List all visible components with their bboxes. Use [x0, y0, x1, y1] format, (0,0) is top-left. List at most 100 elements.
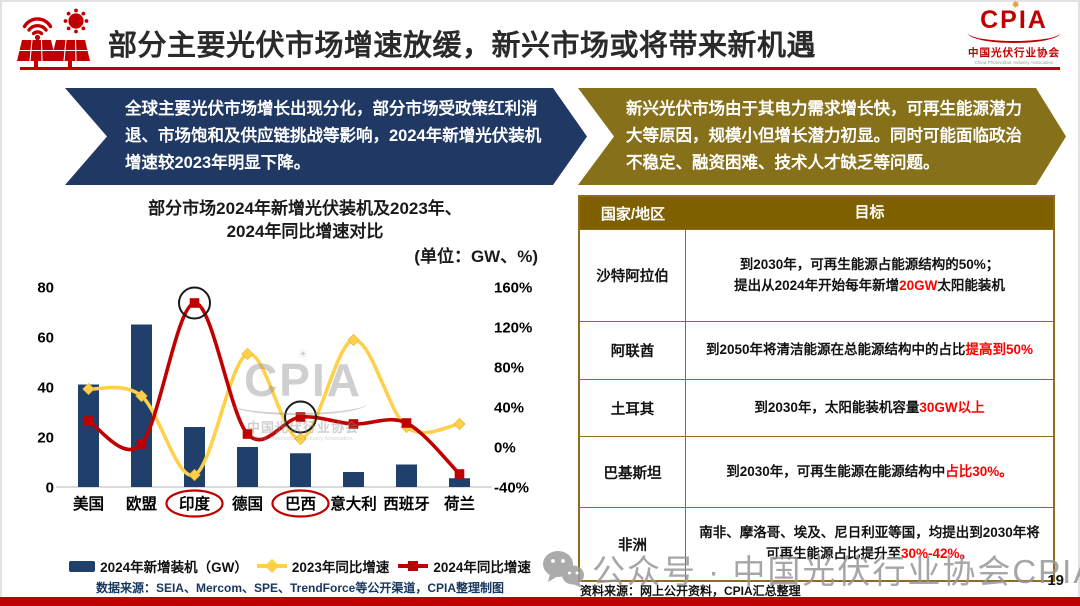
table-header-row: 国家/地区 目标 [580, 197, 1053, 229]
bar-德国 [237, 447, 258, 487]
point-square-意大利 [348, 419, 359, 429]
annotation-circle-巴西 [284, 400, 317, 434]
callout-right-text: 新兴光伏市场由于其电力需求增长快，可再生能源潜力大等原因，规模小但增长潜力初显。… [626, 100, 1022, 172]
logo-arc [968, 33, 1060, 43]
pv-installations-growth-chart: 0 20 40 60 80 -40% 0% 40% 80% 120% 160% 美国 欧盟 印度 德国 巴西意… [37, 280, 532, 518]
point-diamond-美国 [82, 382, 95, 396]
point-diamond-意大利 [347, 333, 360, 347]
title-underline [20, 67, 1060, 70]
country-cell: 土耳其 [580, 380, 686, 436]
line-2023年同比增速 [86, 338, 462, 477]
legend-label: 2024年同比增速 [433, 560, 531, 575]
point-square-印度 [189, 298, 200, 308]
point-diamond-欧盟 [135, 389, 148, 403]
x-label-美国: 美国 [73, 494, 104, 513]
right-axis-tick: 160% [494, 280, 532, 297]
page-number: 19 [1047, 572, 1064, 589]
logo-sunburst-icon: ✹ [1011, 0, 1022, 11]
left-axis-tick: 60 [37, 330, 54, 347]
goal-cell: 到2030年，可再生能源在能源结构中占比30%。 [726, 463, 1013, 479]
bar-荷兰 [449, 478, 470, 487]
table-row: 巴基斯坦 到2030年，可再生能源在能源结构中占比30%。 [580, 436, 1053, 507]
point-square-西班牙 [401, 418, 412, 428]
country-cell: 巴基斯坦 [580, 437, 686, 507]
right-axis-tick: 120% [494, 320, 532, 337]
bar-巴西 [290, 453, 311, 487]
logo-org-name-en: China Photovoltaic Industry Association [974, 60, 1054, 66]
point-square-荷兰 [454, 469, 465, 479]
goal-cell: 到2030年，可再生能源占能源结构的50%； 提出从2024年开始每年新增20GW… [734, 256, 1005, 293]
right-axis-tick: 80% [494, 360, 524, 377]
bar-美国 [78, 384, 99, 487]
point-square-德国 [242, 429, 253, 439]
bottom-red-bar [0, 597, 1080, 606]
chart-source-note: 数据来源：SEIA、Mercom、SPE、TrendForce等公开渠道，CPI… [95, 581, 505, 595]
goal-cell: 到2050年将清洁能源在总能源结构中的占比提高到50% [705, 342, 1034, 358]
goal-highlight: 20GW [899, 277, 938, 293]
goal-highlight: 提高到50% [965, 342, 1034, 358]
legend-swatch-bar [69, 560, 96, 572]
left-axis-tick: 80 [37, 280, 54, 297]
goal-cell: 到2030年，太阳能装机容量30GW以上 [754, 399, 985, 415]
country-targets-table: 国家/地区 目标沙特阿拉伯 到2030年，可再生能源占能源结构的50%； 提出从202… [578, 195, 1055, 582]
header-cell-goal: 目标 [854, 204, 885, 222]
table-row: 沙特阿拉伯 到2030年，可再生能源占能源结构的50%； 提出从2024年开始每年新… [580, 229, 1053, 321]
legend-item: 2024年新增装机（GW） [69, 556, 248, 576]
x-label-西班牙: 西班牙 [383, 494, 430, 513]
point-square-美国 [83, 416, 94, 426]
callout-emerging-markets: 新兴光伏市场由于其电力需求增长快，可再生能源潜力大等原因，规模小但增长潜力初显。… [578, 88, 1066, 185]
x-label-欧盟: 欧盟 [126, 494, 158, 513]
legend-swatch-square-line [398, 560, 429, 571]
goal-cell: 南非、摩洛哥、埃及、尼日利亚等国，均提出到2030年将 可再生能源占比提升至30%… [699, 525, 1040, 561]
point-square-欧盟 [136, 439, 147, 449]
bar-西班牙 [396, 464, 417, 487]
x-label-巴西: 巴西 [285, 495, 316, 513]
table-row: 非洲 南非、摩洛哥、埃及、尼日利亚等国，均提出到2030年将 可再生能源占比提升至3… [580, 507, 1053, 580]
point-diamond-印度 [188, 468, 201, 482]
header-cell-country: 国家/地区 [600, 205, 666, 223]
cpia-logo-acronym: CPIA ✹ [980, 0, 1048, 34]
goal-highlight: 30GW以上 [919, 399, 985, 415]
goal-highlight: 30%-42%。 [900, 546, 974, 561]
point-diamond-巴西 [294, 432, 307, 446]
right-axis-tick: -40% [494, 480, 529, 497]
chart-unit-label: (单位：GW、%) [414, 247, 538, 266]
callout-left-text: 全球主要光伏市场增长出现分化，部分市场受政策红利消退、市场饱和及供应链挑战等影响… [125, 100, 542, 172]
annotation-circle-印度 [178, 286, 211, 320]
highlight-ellipse-巴西 [271, 489, 330, 518]
country-cell: 非洲 [580, 508, 686, 580]
legend-item: 2024年同比增速 [398, 556, 531, 576]
cpia-logo: CPIA ✹ 中国光伏行业协会 China Photovoltaic Indust… [962, 0, 1066, 66]
x-label-意大利: 意大利 [330, 494, 377, 513]
chart-title: 部分市场2024年新增光伏装机及2023年、 2024年同比增速对比 [148, 199, 462, 241]
table-source-note: 资料来源：网上公开资料，CPIA汇总整理 [580, 584, 801, 598]
table-row: 阿联酋 到2050年将清洁能源在总能源结构中的占比提高到50% [580, 321, 1053, 379]
solar-panel-sun-icon [17, 8, 90, 70]
callout-main-markets: 全球主要光伏市场增长出现分化，部分市场受政策红利消退、市场饱和及供应链挑战等影响… [65, 88, 587, 185]
right-axis-tick: 40% [494, 400, 524, 417]
chart-legend: 2024年新增装机（GW） 2023年同比增速 2024年同比增速 [50, 556, 550, 576]
country-cell: 沙特阿拉伯 [580, 230, 686, 321]
page-title: 部分主要光伏市场增速放缓，新兴市场或将带来新机遇 [108, 30, 817, 62]
table-row: 土耳其 到2030年，太阳能装机容量30GW以上 [580, 379, 1053, 436]
legend-label: 2023年同比增速 [291, 560, 390, 575]
goal-highlight: 占比30%。 [945, 463, 1013, 479]
left-axis-tick: 20 [37, 430, 54, 447]
point-diamond-德国 [241, 347, 254, 361]
left-axis-tick: 40 [37, 380, 54, 397]
point-square-巴西 [295, 412, 306, 422]
x-label-印度: 印度 [179, 494, 211, 513]
left-axis-tick: 0 [46, 480, 54, 497]
bar-意大利 [343, 472, 364, 487]
point-diamond-荷兰 [453, 417, 466, 431]
logo-org-name: 中国光伏行业协会 [968, 47, 1060, 59]
highlight-ellipse-印度 [165, 489, 224, 518]
right-axis-tick: 0% [494, 440, 516, 457]
x-label-德国: 德国 [232, 494, 263, 513]
x-label-荷兰: 荷兰 [444, 494, 475, 513]
country-cell: 阿联酋 [580, 322, 686, 379]
legend-swatch-diamond-line [256, 558, 287, 573]
legend-label: 2024年新增装机（GW） [100, 560, 248, 575]
legend-item: 2023年同比增速 [256, 556, 390, 576]
